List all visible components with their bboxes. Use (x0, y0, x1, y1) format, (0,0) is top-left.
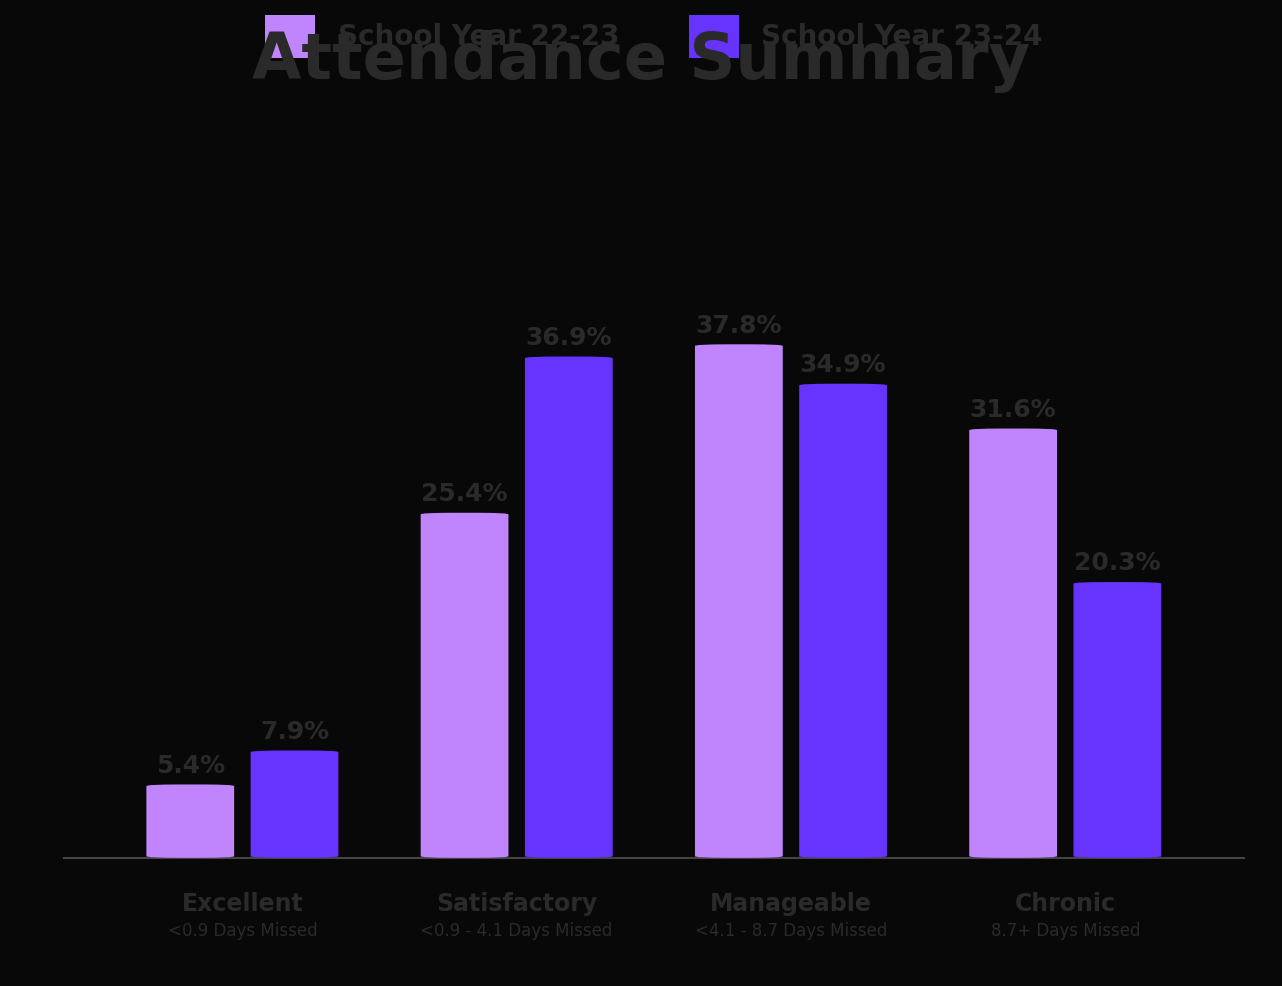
Text: Satisfactory: Satisfactory (436, 892, 597, 916)
Text: <4.1 - 8.7 Days Missed: <4.1 - 8.7 Days Missed (695, 922, 887, 940)
Text: Excellent: Excellent (182, 892, 304, 916)
FancyBboxPatch shape (799, 384, 887, 858)
Text: 34.9%: 34.9% (800, 353, 886, 377)
Text: 37.8%: 37.8% (696, 314, 782, 337)
Text: <0.9 Days Missed: <0.9 Days Missed (168, 922, 317, 940)
Bar (524, 357, 613, 858)
Text: 36.9%: 36.9% (526, 325, 612, 350)
Bar (1073, 582, 1161, 858)
Bar (799, 384, 887, 858)
Text: 20.3%: 20.3% (1074, 551, 1160, 575)
Text: <0.9 - 4.1 Days Missed: <0.9 - 4.1 Days Missed (420, 922, 613, 940)
FancyBboxPatch shape (420, 513, 509, 858)
FancyBboxPatch shape (146, 785, 235, 858)
FancyBboxPatch shape (695, 344, 783, 858)
Bar (969, 429, 1058, 858)
Text: 7.9%: 7.9% (260, 720, 329, 743)
Text: Chronic: Chronic (1015, 892, 1115, 916)
FancyBboxPatch shape (1073, 582, 1161, 858)
FancyBboxPatch shape (969, 429, 1058, 858)
FancyBboxPatch shape (524, 357, 613, 858)
Text: 25.4%: 25.4% (422, 482, 508, 506)
FancyBboxPatch shape (250, 750, 338, 858)
Text: 5.4%: 5.4% (155, 753, 224, 778)
Legend: School Year 22-23, School Year 23-24: School Year 22-23, School Year 23-24 (254, 4, 1054, 69)
Bar (250, 750, 338, 858)
Bar (146, 785, 235, 858)
Text: 31.6%: 31.6% (969, 397, 1056, 422)
Bar (420, 513, 509, 858)
Text: Manageable: Manageable (710, 892, 872, 916)
Bar (695, 344, 783, 858)
Text: Attendance Summary: Attendance Summary (253, 30, 1029, 93)
Text: 8.7+ Days Missed: 8.7+ Days Missed (991, 922, 1140, 940)
